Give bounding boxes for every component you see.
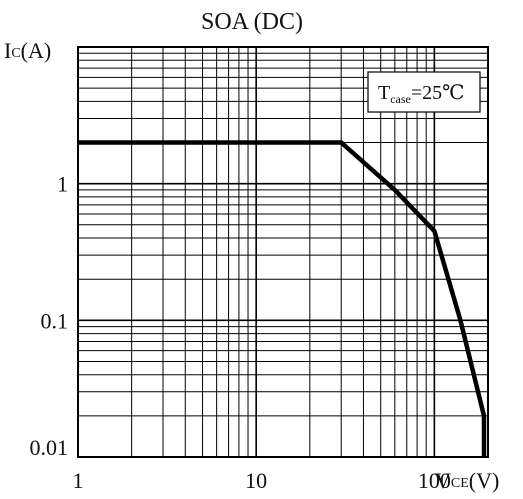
soa-boundary-line (78, 140, 487, 457)
legend-box (367, 71, 481, 113)
y-tick-label: 0.01 (30, 435, 69, 460)
x-tick-label: 100 (418, 468, 451, 493)
series-layer (78, 140, 487, 457)
y-tick-label: 1 (57, 172, 68, 197)
x-tick-label: 1 (73, 468, 84, 493)
chart-title: SOA (DC) (201, 9, 303, 35)
y-tick-label: 0.1 (41, 308, 69, 333)
case-temperature-label: Tcase=25℃ (378, 82, 465, 106)
x-tick-label: 10 (245, 468, 267, 493)
tick-labels: 1 10 100 1 0.1 0.01 (30, 172, 451, 493)
y-axis-label: IC(A) (4, 38, 51, 63)
plot-frame (77, 46, 489, 458)
x-axis-label: VCE(V) (435, 468, 499, 493)
